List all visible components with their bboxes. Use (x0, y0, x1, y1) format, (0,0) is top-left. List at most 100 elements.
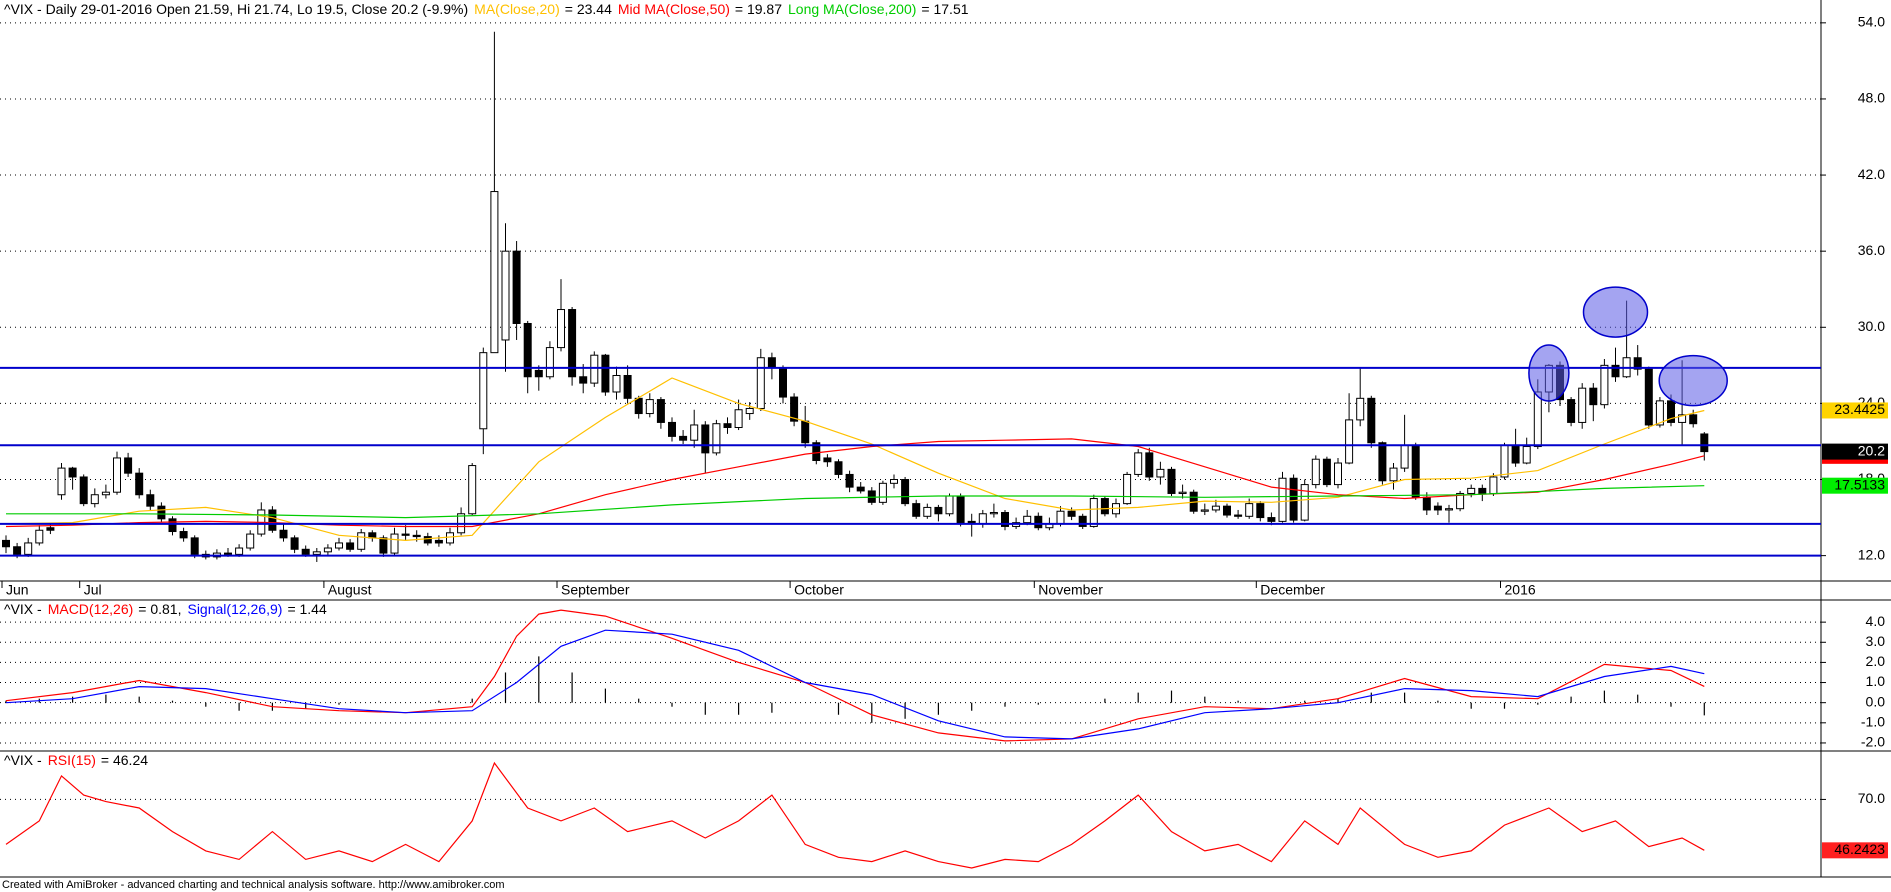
x-tick-label: 2016 (1505, 582, 1536, 598)
candle-body (1267, 517, 1276, 522)
last-value-badge-bg (1822, 477, 1888, 494)
candle-body (989, 511, 998, 515)
pane-header: ^VIX - MACD(12,26) = 0.81, Signal(12,26,9) =… (4, 601, 327, 617)
candle-body (1056, 510, 1065, 525)
candle-body (601, 354, 610, 393)
candle-body (512, 250, 521, 324)
footer: Created with AmiBroker - advanced charti… (2, 879, 505, 891)
candle-body (1256, 503, 1265, 519)
candle-body (978, 513, 987, 525)
candle-body (35, 529, 44, 544)
legend-entry: Mid MA(Close,50) (618, 1, 730, 17)
candle-body (723, 423, 732, 429)
candle-body (945, 495, 954, 515)
y-tick-label: 1.0 (1866, 673, 1886, 689)
candle-body (1411, 444, 1420, 498)
candle-body (645, 399, 654, 415)
x-tick-label: November (1038, 582, 1103, 598)
candle-body (1633, 357, 1642, 370)
x-tick-label: Jun (6, 582, 29, 598)
header-text: ^VIX - Daily 29-01-2016 Open 21.59, Hi 2… (4, 1, 468, 17)
candle-body (823, 457, 832, 463)
y-tick-label: 54.0 (1858, 14, 1885, 30)
candle-body (1367, 397, 1376, 444)
legend-value: = 46.24 (101, 752, 148, 768)
candle-body (745, 407, 754, 415)
candle-body (856, 486, 865, 492)
candle-body (1034, 515, 1043, 529)
candle-body (801, 420, 810, 444)
legend-value: = 23.44 (565, 1, 612, 17)
candle-body (24, 542, 33, 555)
candle-body (1422, 496, 1431, 511)
candle-body (434, 539, 443, 544)
candle-body (1511, 444, 1520, 464)
candle-body (401, 533, 410, 536)
candle-body (878, 482, 887, 503)
candle-body (235, 547, 244, 555)
candle-body (468, 465, 477, 515)
y-tick-label: 3.0 (1866, 633, 1886, 649)
x-tick-label: October (794, 582, 844, 598)
y-tick-label: 36.0 (1858, 242, 1885, 258)
header-text: ^VIX - (4, 601, 42, 617)
legend-value: = 17.51 (921, 1, 968, 17)
candle-body (290, 537, 299, 550)
candle-body (923, 506, 932, 517)
candle-body (1667, 400, 1675, 423)
candle-body (168, 518, 177, 533)
candle-body (423, 536, 432, 544)
candle-body (2, 539, 10, 548)
candle-body (1389, 467, 1398, 482)
candle-body (912, 503, 921, 517)
indicator-line (5, 609, 1705, 742)
candle-body (1156, 468, 1165, 478)
y-tick-label: 2.0 (1866, 653, 1886, 669)
candle-body (1478, 487, 1487, 494)
candle-body (57, 467, 66, 496)
candle-body (501, 250, 510, 341)
candle-body (779, 367, 787, 398)
y-tick-label: -2.0 (1861, 734, 1885, 750)
candle-body (1611, 364, 1620, 378)
candle-body (390, 533, 399, 554)
candle-body (190, 537, 199, 555)
candle-body (934, 506, 943, 515)
candle-body (1200, 509, 1209, 512)
candle-body (490, 191, 499, 354)
candle-body (335, 542, 343, 549)
candle-body (1533, 391, 1542, 448)
y-tick-label: 30.0 (1858, 318, 1885, 334)
close-badge-bg (1822, 443, 1888, 460)
candle-body (734, 409, 743, 429)
candle-body (1134, 452, 1143, 475)
candle-body (956, 495, 965, 525)
legend-value: = 1.44 (287, 601, 327, 617)
candle-body (246, 533, 255, 549)
candle-body (1589, 387, 1598, 406)
legend-entry: Signal(12,26,9) (187, 601, 282, 617)
y-tick-label: 42.0 (1858, 166, 1885, 182)
candle-body (1356, 397, 1365, 421)
candle-body (1334, 462, 1342, 486)
legend-entry: MACD(12,26) (48, 601, 134, 617)
candle-body (1001, 511, 1009, 527)
candle-body (1089, 498, 1098, 527)
candle-body (690, 424, 699, 441)
candle-body (1278, 477, 1287, 522)
last-value-badge: 46.2423 (1834, 841, 1885, 857)
candle-body (767, 357, 776, 369)
y-tick-label: 4.0 (1866, 613, 1886, 629)
pane-header: ^VIX - Daily 29-01-2016 Open 21.59, Hi 2… (4, 1, 969, 17)
candle-body (412, 534, 421, 538)
y-tick-label: 12.0 (1858, 546, 1885, 562)
candle-body (1456, 492, 1465, 510)
candle-body (1223, 505, 1231, 516)
candle-body (1489, 476, 1498, 494)
y-tick-label: -1.0 (1861, 714, 1885, 730)
last-value-badge: 23.4425 (1834, 401, 1885, 417)
pane-header: ^VIX - RSI(15) = 46.24 (4, 752, 148, 768)
candle-body (590, 354, 599, 384)
x-tick-label: December (1260, 582, 1325, 598)
